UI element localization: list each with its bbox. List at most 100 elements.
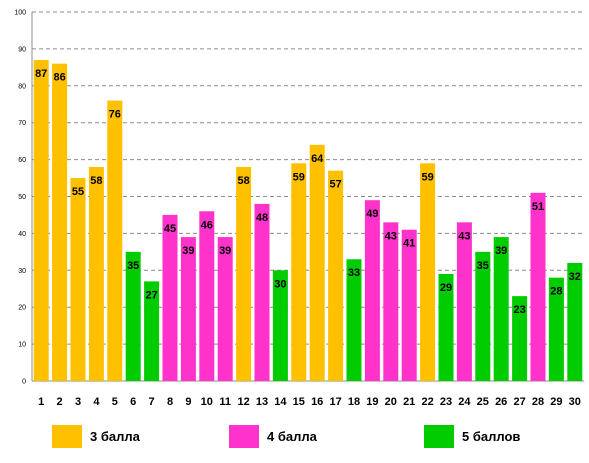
y-tick-label: 80	[18, 83, 26, 90]
x-tick-label: 8	[167, 396, 173, 408]
y-tick-label: 90	[18, 46, 26, 53]
bar	[254, 203, 270, 381]
bar	[70, 178, 86, 381]
y-tick-label: 60	[18, 157, 26, 164]
data-label: 51	[532, 201, 544, 213]
data-label: 55	[72, 186, 84, 198]
legend-swatch-5	[424, 424, 454, 448]
x-tick-label: 29	[550, 396, 562, 408]
x-tick-label: 16	[311, 396, 323, 408]
bar	[567, 262, 583, 381]
legend-label-4: 4 балла	[267, 428, 317, 444]
bar	[236, 166, 252, 381]
x-tick-label: 19	[366, 396, 378, 408]
bar	[548, 277, 564, 381]
data-label: 76	[109, 109, 121, 121]
x-tick-label: 22	[421, 396, 433, 408]
data-label: 39	[182, 245, 194, 257]
data-label: 35	[477, 260, 489, 272]
data-label: 33	[348, 267, 360, 279]
data-label: 39	[219, 245, 231, 257]
bar	[475, 251, 491, 381]
data-label: 59	[293, 171, 305, 183]
legend-item-3: 3 балла	[52, 424, 140, 448]
x-tick-label: 30	[569, 396, 581, 408]
bar	[88, 166, 104, 381]
bar	[291, 163, 307, 381]
y-tick-label: 100	[14, 10, 26, 17]
data-label: 41	[403, 238, 415, 250]
y-tick-label: 40	[18, 231, 26, 238]
x-tick-label: 5	[112, 396, 118, 408]
data-label: 35	[127, 260, 139, 272]
x-tick-label: 17	[329, 396, 341, 408]
legend-item-4: 4 балла	[229, 424, 317, 448]
x-tick-label: 6	[130, 396, 136, 408]
data-label: 87	[35, 68, 47, 80]
x-tick-label: 26	[495, 396, 507, 408]
legend-swatch-4	[229, 424, 259, 448]
bar	[493, 237, 509, 381]
x-tick-label: 2	[57, 396, 63, 408]
x-tick-label: 13	[256, 396, 268, 408]
bar	[107, 100, 123, 381]
data-label: 32	[569, 271, 581, 283]
x-tick-label: 15	[293, 396, 305, 408]
data-label: 27	[145, 289, 157, 301]
bar	[346, 259, 362, 381]
x-tick-label: 9	[185, 396, 191, 408]
x-tick-label: 27	[513, 396, 525, 408]
bar	[180, 237, 196, 381]
data-label: 49	[366, 208, 378, 220]
x-tick-label: 10	[201, 396, 213, 408]
bar	[364, 200, 380, 381]
bar	[125, 251, 141, 381]
data-label: 59	[421, 171, 433, 183]
bar	[199, 211, 215, 381]
y-tick-label: 10	[18, 342, 26, 349]
x-tick-label: 23	[440, 396, 452, 408]
x-tick-label: 25	[477, 396, 489, 408]
y-tick-label: 0	[22, 379, 26, 386]
bar	[383, 222, 399, 381]
x-tick-label: 11	[219, 396, 231, 408]
bar	[52, 63, 68, 381]
data-label: 43	[385, 230, 397, 242]
legend-item-5: 5 баллов	[424, 424, 520, 448]
x-tick-label: 3	[75, 396, 81, 408]
bar	[162, 214, 178, 381]
bar	[438, 273, 454, 381]
bar	[401, 229, 417, 381]
data-label: 58	[237, 175, 249, 187]
bar	[530, 192, 546, 381]
x-tick-label: 1	[38, 396, 44, 408]
legend-swatch-3	[52, 424, 82, 448]
bar	[512, 296, 528, 381]
data-label: 58	[90, 175, 102, 187]
data-label: 64	[311, 153, 324, 165]
bar	[420, 163, 436, 381]
x-tick-label: 7	[149, 396, 155, 408]
data-label: 45	[164, 223, 176, 235]
bar	[309, 144, 325, 381]
x-tick-label: 20	[385, 396, 397, 408]
bar	[272, 270, 288, 381]
x-tick-label: 21	[403, 396, 415, 408]
y-tick-label: 70	[18, 120, 26, 127]
data-label: 46	[201, 219, 213, 231]
x-tick-label: 24	[458, 396, 471, 408]
data-label: 23	[513, 304, 525, 316]
y-tick-label: 30	[18, 268, 26, 275]
legend-label-5: 5 баллов	[462, 428, 521, 444]
x-tick-label: 14	[274, 396, 287, 408]
data-label: 30	[274, 278, 286, 290]
data-label: 43	[458, 230, 470, 242]
x-tick-label: 12	[237, 396, 249, 408]
bar	[33, 59, 49, 381]
data-label: 57	[329, 179, 341, 191]
y-tick-label: 20	[18, 305, 26, 312]
data-label: 39	[495, 245, 507, 257]
data-label: 29	[440, 282, 452, 294]
y-tick-label: 50	[18, 194, 26, 201]
